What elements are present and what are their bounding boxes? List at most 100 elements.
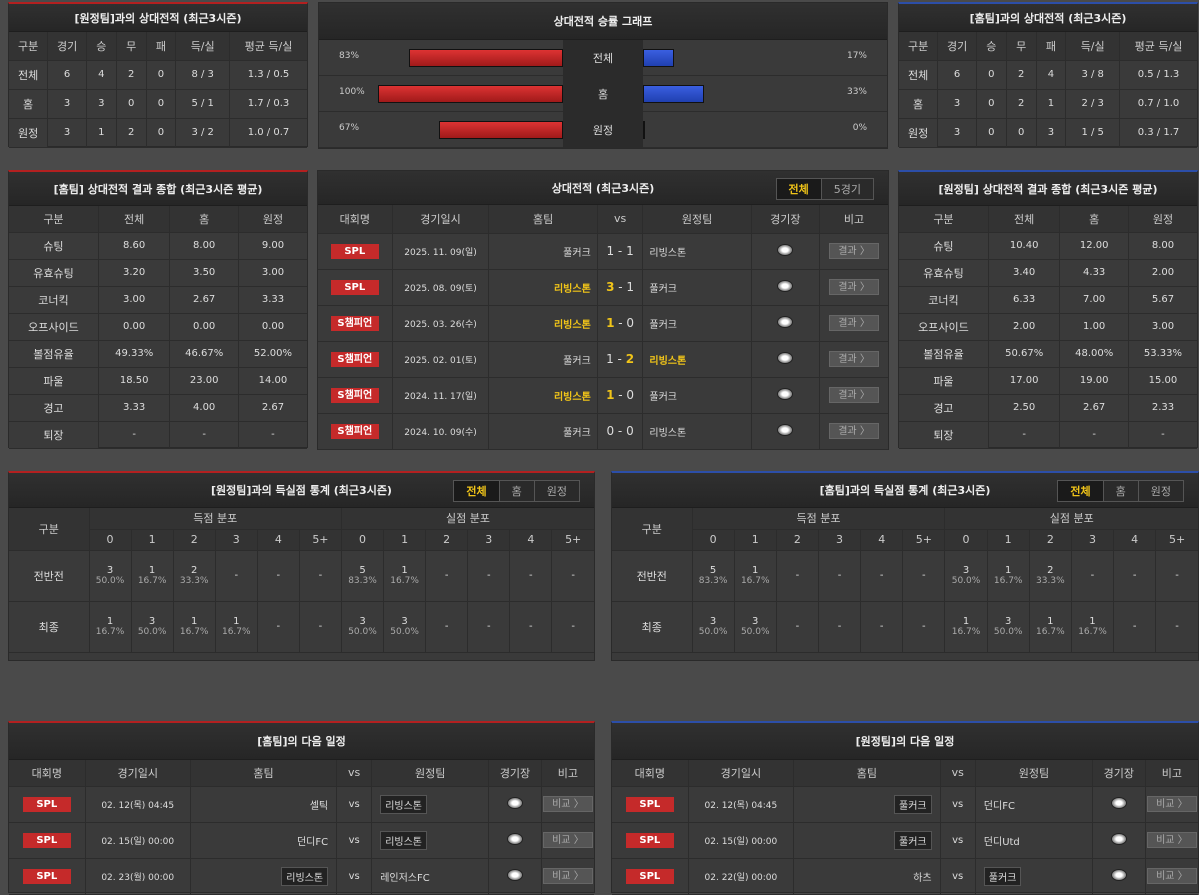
tab-5games[interactable]: 5경기 bbox=[833, 183, 861, 196]
count-value: 1 bbox=[1089, 616, 1096, 627]
stadium-icon[interactable] bbox=[777, 243, 794, 256]
stat-cell: 2.33 bbox=[1128, 394, 1197, 422]
league-badge: S챔피언 bbox=[330, 423, 379, 439]
score-cell: 1 - 0 bbox=[597, 377, 644, 414]
league-badge: SPL bbox=[22, 796, 71, 812]
count-value: 5 bbox=[359, 565, 366, 576]
result-button[interactable]: 결과 〉 bbox=[829, 423, 879, 439]
tab-all[interactable]: 전체 bbox=[1058, 481, 1104, 501]
stat-cell: 3 bbox=[1036, 118, 1067, 148]
stadium-icon[interactable] bbox=[777, 387, 794, 400]
stat-cell: 10.40 bbox=[988, 232, 1061, 260]
stadium-icon[interactable] bbox=[777, 351, 794, 364]
date-cell: 02. 15(일) 00:00 bbox=[688, 822, 795, 859]
compare-button[interactable]: 비교 〉 bbox=[543, 868, 593, 884]
league-cell: S챔피언 bbox=[318, 377, 393, 414]
score-separator: - bbox=[614, 316, 627, 330]
table-row: 볼점유율 50.67% 48.00% 53.33% bbox=[899, 340, 1197, 368]
venue-cell bbox=[751, 305, 821, 342]
tab-away[interactable]: 원정 bbox=[546, 485, 567, 498]
stadium-icon[interactable] bbox=[1110, 832, 1127, 845]
match-row: S챔피언 2024. 10. 09(수) 풀커크 0 - 0 리빙스톤 결과 〉 bbox=[318, 413, 888, 450]
column-header: 대회명 bbox=[318, 205, 393, 234]
result-button[interactable]: 결과 〉 bbox=[829, 315, 879, 331]
venue-cell bbox=[1092, 858, 1146, 895]
row-label: 오프사이드 bbox=[899, 313, 989, 341]
league-badge: SPL bbox=[625, 868, 674, 884]
result-button[interactable]: 결과 〉 bbox=[829, 279, 879, 295]
tab-away[interactable]: 원정 bbox=[1150, 485, 1171, 498]
goals-left-title-text: [원정팀]과의 득실점 통계 (최근3시즌) bbox=[211, 484, 392, 497]
stadium-icon[interactable] bbox=[507, 796, 523, 809]
home-team: 풀커크 bbox=[894, 794, 932, 814]
home-score: 1 bbox=[606, 244, 615, 258]
compare-button[interactable]: 비교 〉 bbox=[543, 796, 593, 812]
row-label: 홈 bbox=[9, 89, 49, 119]
venue-cell bbox=[751, 377, 821, 414]
distribution-cell: - bbox=[215, 550, 258, 602]
percent-value: 83.3% bbox=[698, 576, 728, 586]
row-label: 볼점유율 bbox=[899, 340, 989, 368]
compare-button[interactable]: 비교 〉 bbox=[1147, 796, 1197, 812]
home-team: 리빙스톤 bbox=[488, 377, 598, 414]
count-value: - bbox=[1175, 621, 1179, 632]
goal-count-header: 2 bbox=[173, 529, 216, 551]
league-cell: SPL bbox=[9, 822, 86, 859]
league-cell: SPL bbox=[318, 233, 393, 270]
goal-count-header: 1 bbox=[987, 529, 1030, 551]
distribution-cell: - bbox=[257, 550, 300, 602]
stadium-icon[interactable] bbox=[1110, 868, 1127, 881]
stat-cell: 3.33 bbox=[238, 286, 307, 314]
away-team: 던디Utd bbox=[983, 836, 1020, 848]
compare-button[interactable]: 비교 〉 bbox=[543, 832, 593, 848]
tab-home[interactable]: 홈 bbox=[1104, 481, 1139, 501]
summary-away-table: 구분 전체 홈 원정 슈팅 10.40 12.00 8.00 유효슈팅 3.40 4.33 2.00 코… bbox=[899, 206, 1197, 449]
match-row: S챔피언 2024. 11. 17(일) 리빙스톤 1 - 0 풀커크 결과 〉 bbox=[318, 377, 888, 414]
stadium-icon[interactable] bbox=[1110, 796, 1127, 809]
stat-cell: 50.67% bbox=[988, 340, 1061, 368]
row-label: 유효슈팅 bbox=[899, 259, 989, 287]
stat-cell: 2.50 bbox=[988, 394, 1061, 422]
result-button[interactable]: 결과 〉 bbox=[829, 351, 879, 367]
away-team: 레인저스FC bbox=[380, 872, 430, 884]
vs-cell: vs bbox=[940, 858, 976, 895]
tab-all[interactable]: 전체 bbox=[776, 179, 822, 199]
result-button[interactable]: 결과 〉 bbox=[829, 387, 879, 403]
away-team: 풀커크 bbox=[642, 269, 752, 306]
stadium-icon[interactable] bbox=[777, 315, 794, 328]
away-team: 리빙스톤 bbox=[380, 794, 427, 814]
stat-cell: 3.00 bbox=[98, 286, 171, 314]
tab-all[interactable]: 전체 bbox=[454, 481, 500, 501]
score-separator: - bbox=[614, 388, 627, 402]
stadium-icon[interactable] bbox=[777, 423, 794, 436]
row-label: 오프사이드 bbox=[9, 313, 99, 341]
stadium-icon[interactable] bbox=[777, 279, 794, 292]
count-value: 1 bbox=[1047, 616, 1054, 627]
result-button[interactable]: 결과 〉 bbox=[829, 243, 879, 259]
distribution-cell: 2 33.3% bbox=[1029, 550, 1072, 602]
stadium-icon[interactable] bbox=[507, 832, 523, 845]
count-value: 1 bbox=[401, 565, 408, 576]
distribution-cell: - bbox=[1155, 550, 1198, 602]
column-header: 경기장 bbox=[488, 760, 542, 787]
count-value: 3 bbox=[359, 616, 366, 627]
distribution-cell: - bbox=[299, 601, 342, 653]
stat-cell: 7.00 bbox=[1059, 286, 1129, 314]
league-cell: S챔피언 bbox=[318, 305, 393, 342]
home-team: 리빙스톤 bbox=[281, 866, 329, 886]
goal-count-header: 5+ bbox=[902, 529, 946, 551]
stat-cell: 12.00 bbox=[1059, 232, 1129, 260]
row-label: 경고 bbox=[9, 394, 99, 422]
stadium-icon[interactable] bbox=[507, 868, 523, 881]
row-label: 최종 bbox=[612, 601, 693, 653]
tab-home[interactable]: 홈 bbox=[500, 481, 535, 501]
column-header: 대회명 bbox=[9, 760, 86, 787]
goal-count-header: 1 bbox=[131, 529, 174, 551]
compare-button[interactable]: 비교 〉 bbox=[1147, 868, 1197, 884]
league-badge: S챔피언 bbox=[330, 387, 379, 403]
venue-cell bbox=[751, 341, 821, 378]
percent-value: 50.0% bbox=[348, 627, 377, 637]
scored-header: 득점 분포 bbox=[692, 508, 946, 530]
compare-button[interactable]: 비교 〉 bbox=[1147, 832, 1197, 848]
distribution-cell: - bbox=[257, 601, 300, 653]
